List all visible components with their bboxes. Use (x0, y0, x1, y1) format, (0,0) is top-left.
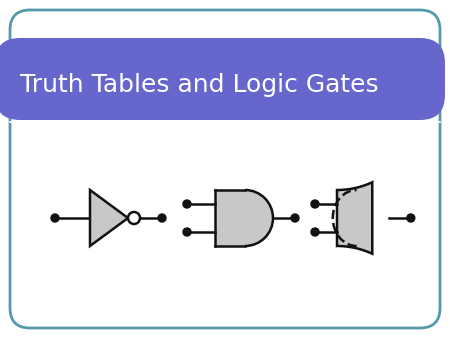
Polygon shape (90, 190, 128, 246)
Text: Truth Tables and Logic Gates: Truth Tables and Logic Gates (20, 73, 378, 97)
Wedge shape (245, 190, 273, 246)
Circle shape (158, 214, 166, 222)
FancyBboxPatch shape (10, 10, 440, 328)
Circle shape (311, 228, 319, 236)
FancyBboxPatch shape (0, 38, 445, 120)
Circle shape (183, 200, 191, 208)
Circle shape (128, 212, 140, 224)
Circle shape (183, 228, 191, 236)
Circle shape (51, 214, 59, 222)
Circle shape (407, 214, 415, 222)
Circle shape (291, 214, 299, 222)
Circle shape (311, 200, 319, 208)
Polygon shape (337, 182, 372, 254)
Bar (215, 190, 245, 246)
